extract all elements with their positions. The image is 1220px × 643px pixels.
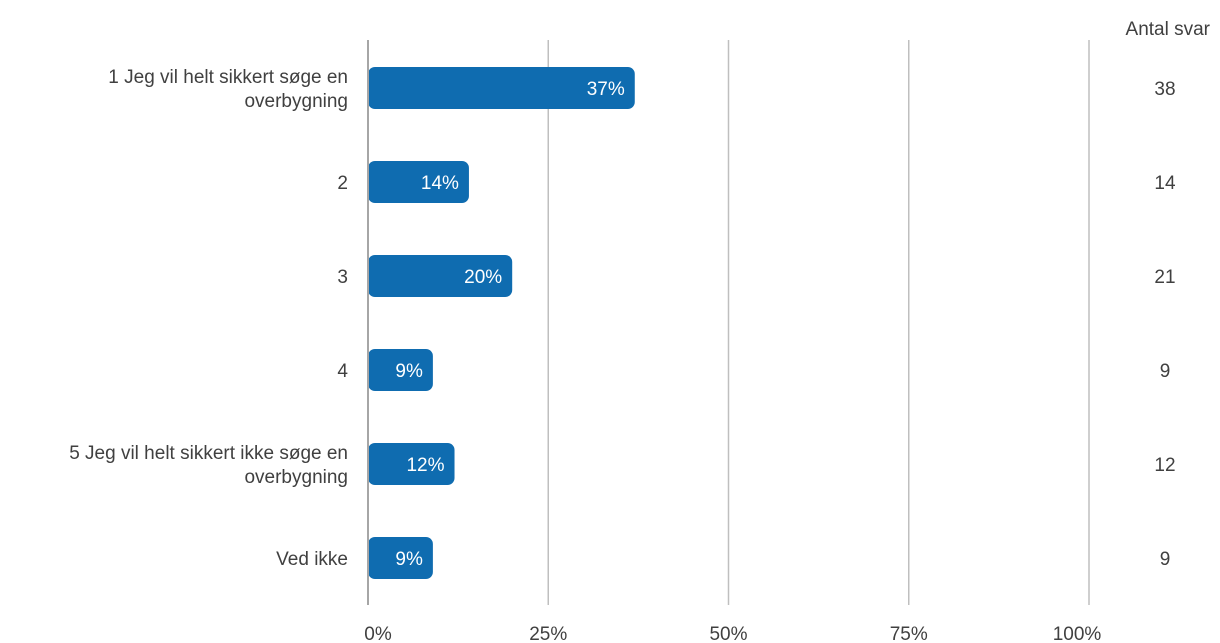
category-label: 3	[337, 267, 348, 288]
bar-value-label: 14%	[421, 173, 459, 194]
bar-value-label: 37%	[587, 79, 625, 100]
bar	[368, 67, 635, 109]
count-value: 9	[1160, 361, 1171, 382]
bar	[368, 537, 433, 579]
category-label: Ved ikke	[276, 549, 348, 570]
bar	[368, 255, 513, 297]
gridlines	[547, 40, 1090, 605]
x-tick-label: 75%	[890, 624, 928, 643]
category-label: overbygning	[244, 91, 348, 112]
bar-value-label: 9%	[395, 361, 423, 382]
count-value: 14	[1154, 173, 1176, 194]
counts-column: Antal svar 38 14 21 9 12 9	[1126, 19, 1211, 570]
category-label: 2	[337, 173, 348, 194]
bar	[368, 161, 469, 203]
count-value: 38	[1154, 79, 1175, 100]
category-labels: 1 Jeg vil helt sikkert søge en overbygnin…	[69, 67, 348, 570]
bar	[368, 443, 455, 485]
category-label: 4	[337, 361, 348, 382]
x-tick-label: 25%	[529, 624, 567, 643]
bar	[368, 349, 433, 391]
count-value: 9	[1160, 549, 1171, 570]
category-label: 5 Jeg vil helt sikkert ikke søge en	[69, 443, 348, 464]
count-value: 21	[1154, 267, 1175, 288]
x-tick-label: 0%	[364, 624, 392, 643]
x-axis-ticks: 0% 25% 50% 75% 100%	[364, 624, 1101, 643]
category-label: 1 Jeg vil helt sikkert søge en	[108, 67, 348, 88]
category-label: overbygning	[244, 467, 348, 488]
x-tick-label: 100%	[1053, 624, 1102, 643]
x-tick-label: 50%	[709, 624, 747, 643]
bar-value-label: 12%	[406, 455, 444, 476]
bar-value-label: 9%	[395, 549, 423, 570]
counts-header: Antal svar	[1126, 19, 1211, 40]
bar-value-label: 20%	[464, 267, 502, 288]
bars: 37% 14% 20% 9% 12% 9%	[368, 67, 635, 579]
count-value: 12	[1154, 455, 1175, 476]
